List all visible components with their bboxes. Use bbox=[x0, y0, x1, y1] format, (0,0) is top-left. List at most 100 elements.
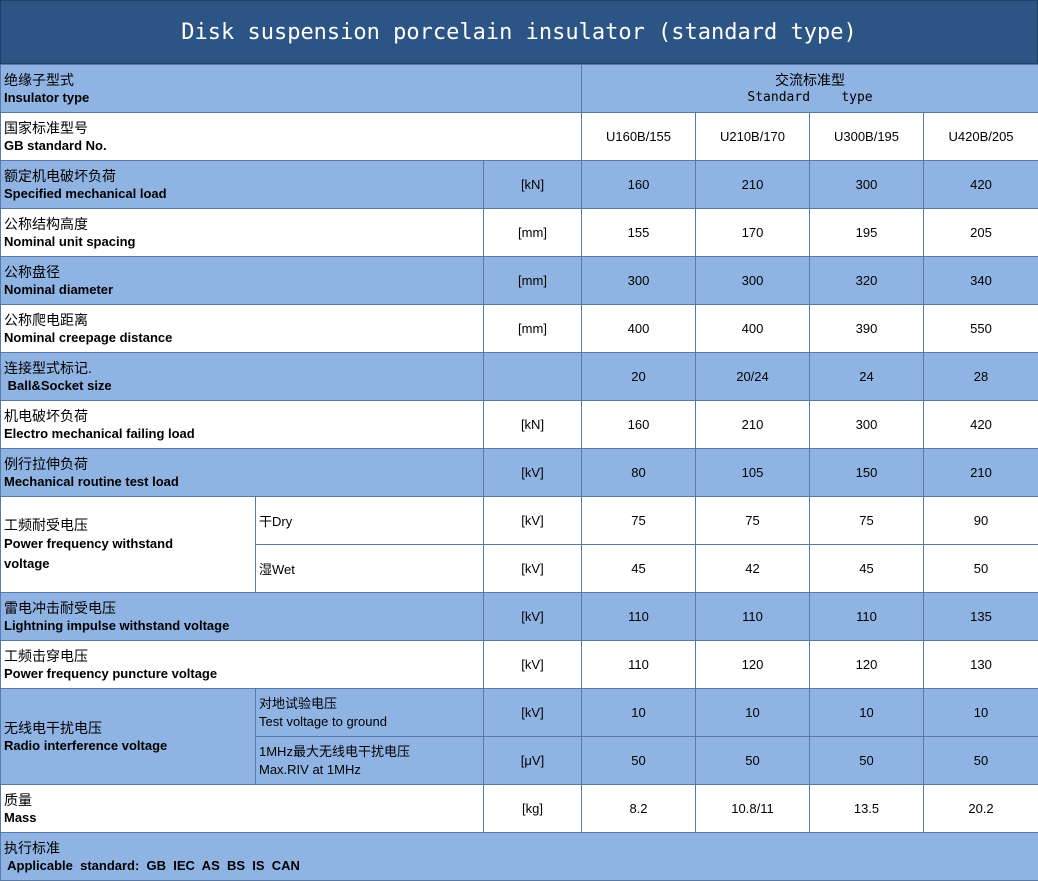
insulator-type-cell: 绝缘子型式 Insulator type bbox=[0, 64, 582, 113]
row-label-en: Mechanical routine test load bbox=[4, 473, 179, 489]
value-cell: 10 bbox=[581, 688, 696, 737]
model-cell: U300B/195 bbox=[809, 112, 924, 161]
value-cell: 340 bbox=[922, 256, 1038, 305]
row-label: 公称结构高度 Nominal unit spacing bbox=[0, 208, 484, 257]
value-cell: 420 bbox=[922, 160, 1038, 209]
row-label-en: Nominal unit spacing bbox=[4, 233, 136, 249]
table-row: 公称盘径 Nominal diameter [mm] 300 300 320 3… bbox=[0, 256, 1038, 305]
row-label: 质量 Mass bbox=[0, 784, 484, 833]
table-row: 额定机电破坏负荷 Specified mechanical load [kN] … bbox=[0, 160, 1038, 209]
insulator-type-zh: 绝缘子型式 bbox=[4, 71, 74, 88]
value-cell: 150 bbox=[809, 448, 924, 497]
row-label-zh: 工频击穿电压 bbox=[4, 647, 88, 664]
unit-cell: [mm] bbox=[483, 256, 582, 305]
value-cell: 10 bbox=[922, 688, 1038, 737]
value-cell: 300 bbox=[809, 160, 924, 209]
row-label-zh: 额定机电破坏负荷 bbox=[4, 167, 116, 184]
riv-en: Max.RIV at 1MHz bbox=[259, 761, 361, 777]
row-label: 额定机电破坏负荷 Specified mechanical load bbox=[0, 160, 484, 209]
mass-row: 质量 Mass [kg] 8.2 10.8/11 13.5 20.2 bbox=[0, 784, 1038, 833]
standard-type-zh: 交流标准型 bbox=[775, 71, 846, 88]
row-label-zh: 质量 bbox=[4, 791, 32, 808]
lightning-row: 雷电冲击耐受电压 Lightning impulse withstand vol… bbox=[0, 592, 1038, 641]
applicable-cell: 执行标准 Applicable standard: GB IEC AS BS I… bbox=[0, 832, 1038, 881]
value-cell: 20/24 bbox=[695, 352, 810, 401]
gb-en: GB standard No. bbox=[4, 137, 107, 153]
pf-withstand-en: Power frequency withstand voltage bbox=[4, 535, 174, 571]
value-cell: 120 bbox=[809, 640, 924, 689]
row-label-zh: 例行拉伸负荷 bbox=[4, 455, 88, 472]
value-cell: 10 bbox=[695, 688, 810, 737]
row-label-en: Lightning impulse withstand voltage bbox=[4, 617, 230, 633]
row-label-zh: 连接型式标记. bbox=[4, 359, 92, 376]
value-cell: 130 bbox=[922, 640, 1038, 689]
table-row: 公称结构高度 Nominal unit spacing [mm] 155 170… bbox=[0, 208, 1038, 257]
row-label-zh: 公称爬电距离 bbox=[4, 311, 88, 328]
value-cell: 120 bbox=[695, 640, 810, 689]
row-label: 公称爬电距离 Nominal creepage distance bbox=[0, 304, 484, 353]
value-cell: 50 bbox=[922, 544, 1038, 593]
model-cell: U210B/170 bbox=[695, 112, 810, 161]
unit-cell: [kV] bbox=[483, 448, 582, 497]
value-cell: 160 bbox=[581, 400, 696, 449]
dry-label: 干Dry bbox=[255, 496, 484, 545]
puncture-row: 工频击穿电压 Power frequency puncture voltage … bbox=[0, 640, 1038, 689]
value-cell: 160 bbox=[581, 160, 696, 209]
value-cell: 80 bbox=[581, 448, 696, 497]
unit-cell bbox=[483, 352, 582, 401]
unit-cell: [kV] bbox=[483, 688, 582, 737]
applicable-en: Applicable standard: GB IEC AS BS IS CAN bbox=[4, 857, 300, 873]
insulator-type-en: Insulator type bbox=[4, 89, 90, 105]
radio-riv-row: 1MHz最大无线电干扰电压 Max.RIV at 1MHz [μV] 50 50… bbox=[1, 736, 1038, 785]
row-label-en: Specified mechanical load bbox=[4, 185, 167, 201]
applicable-row: 执行标准 Applicable standard: GB IEC AS BS I… bbox=[0, 832, 1038, 881]
value-cell: 170 bbox=[695, 208, 810, 257]
row-label-en: Mass bbox=[4, 809, 37, 825]
value-cell: 50 bbox=[922, 736, 1038, 785]
value-cell: 210 bbox=[922, 448, 1038, 497]
row-label-zh: 公称结构高度 bbox=[4, 215, 88, 232]
table-title: Disk suspension porcelain insulator (sta… bbox=[0, 0, 1038, 64]
value-cell: 10.8/11 bbox=[695, 784, 810, 833]
spec-table: 绝缘子型式 Insulator type 交流标准型 Standard type… bbox=[0, 64, 1038, 881]
wet-label: 湿Wet bbox=[255, 544, 484, 593]
row-label-en: Power frequency puncture voltage bbox=[4, 665, 218, 681]
value-cell: 20 bbox=[581, 352, 696, 401]
value-cell: 210 bbox=[695, 400, 810, 449]
pf-withstand-dry-row: 工频耐受电压 Power frequency withstand voltage… bbox=[0, 496, 1038, 593]
value-cell: 42 bbox=[695, 544, 810, 593]
row-label-en: Electro mechanical failing load bbox=[4, 425, 195, 441]
value-cell: 155 bbox=[581, 208, 696, 257]
value-cell: 550 bbox=[922, 304, 1038, 353]
row-label-zh: 公称盘径 bbox=[4, 263, 60, 280]
value-cell: 400 bbox=[695, 304, 810, 353]
value-cell: 13.5 bbox=[809, 784, 924, 833]
pf-withstand-label: 工频耐受电压 Power frequency withstand voltage bbox=[0, 496, 256, 593]
pf-withstand-zh: 工频耐受电压 bbox=[4, 516, 88, 533]
value-cell: 135 bbox=[922, 592, 1038, 641]
unit-cell: [mm] bbox=[483, 208, 582, 257]
row-label-zh: 机电破坏负荷 bbox=[4, 407, 88, 424]
value-cell: 300 bbox=[695, 256, 810, 305]
value-cell: 28 bbox=[922, 352, 1038, 401]
row-label: 例行拉伸负荷 Mechanical routine test load bbox=[0, 448, 484, 497]
value-cell: 50 bbox=[581, 736, 696, 785]
riv-zh: 1MHz最大无线电干扰电压 bbox=[259, 743, 410, 759]
header-row: 绝缘子型式 Insulator type 交流标准型 Standard type bbox=[0, 64, 1038, 113]
value-cell: 75 bbox=[809, 496, 924, 545]
value-cell: 390 bbox=[809, 304, 924, 353]
value-cell: 45 bbox=[581, 544, 696, 593]
row-label: 连接型式标记. Ball&Socket size bbox=[0, 352, 484, 401]
value-cell: 110 bbox=[809, 592, 924, 641]
standard-type-cell: 交流标准型 Standard type bbox=[580, 64, 1038, 113]
row-label-en: Nominal diameter bbox=[4, 281, 114, 297]
test-voltage-label: 对地试验电压 Test voltage to ground bbox=[255, 688, 484, 737]
unit-cell: [kV] bbox=[483, 592, 582, 641]
value-cell: 110 bbox=[695, 592, 810, 641]
value-cell: 50 bbox=[695, 736, 810, 785]
value-cell: 105 bbox=[695, 448, 810, 497]
value-cell: 210 bbox=[695, 160, 810, 209]
value-cell: 8.2 bbox=[581, 784, 696, 833]
value-cell: 205 bbox=[922, 208, 1038, 257]
value-cell: 90 bbox=[922, 496, 1038, 545]
